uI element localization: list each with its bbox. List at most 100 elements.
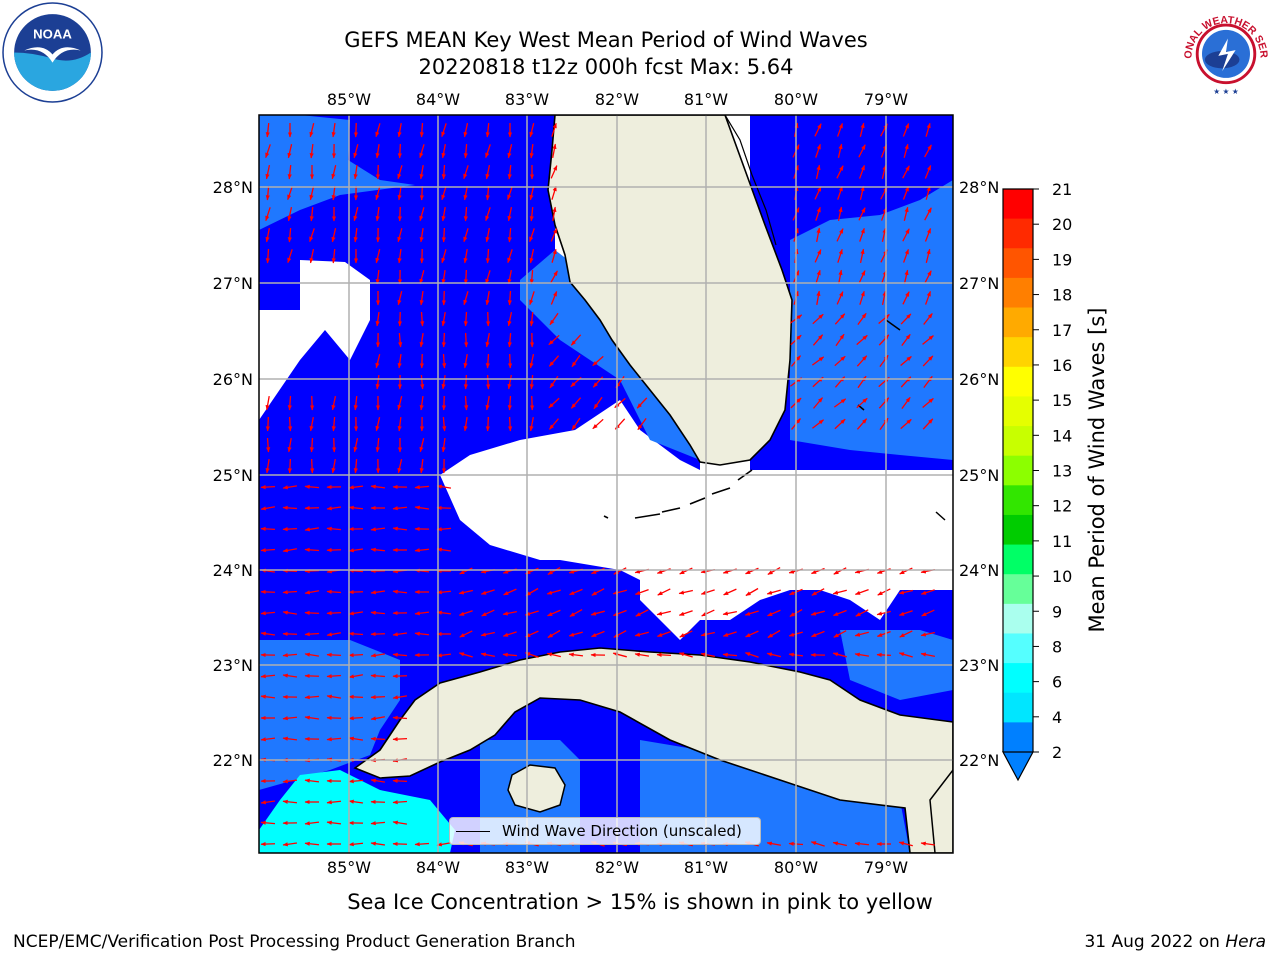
wave-direction-arrow <box>552 143 557 158</box>
wave-direction-arrow <box>552 206 557 222</box>
wave-direction-arrow <box>353 164 358 180</box>
wave-direction-arrow <box>260 674 276 679</box>
wave-direction-arrow <box>326 737 342 742</box>
wave-direction-arrow <box>370 653 386 658</box>
wave-direction-arrow <box>370 673 386 678</box>
wave-direction-arrow <box>529 311 534 327</box>
wave-direction-arrow <box>265 144 271 159</box>
wave-direction-arrow <box>265 122 270 138</box>
wave-direction-arrow <box>832 652 847 658</box>
wave-direction-arrow <box>507 186 513 201</box>
wave-direction-arrow <box>502 631 517 637</box>
colorbar-tick-label: 16 <box>1052 356 1072 375</box>
wave-direction-arrow <box>282 842 298 847</box>
wave-direction-arrow <box>414 548 430 553</box>
wave-direction-arrow <box>881 290 887 305</box>
wave-direction-arrow <box>634 588 649 596</box>
wave-direction-arrow <box>570 397 582 409</box>
wave-direction-arrow <box>854 652 870 657</box>
wave-direction-arrow <box>397 185 402 201</box>
legend-line-sample <box>456 830 490 832</box>
wave-direction-arrow <box>287 437 292 453</box>
florida-keys <box>634 513 661 519</box>
lat-label-right: 25°N <box>959 466 999 485</box>
wave-direction-arrow <box>441 123 447 138</box>
wave-direction-arrow <box>326 652 342 657</box>
wave-direction-arrow <box>679 630 693 638</box>
colorbar-tick-label: 20 <box>1052 215 1072 234</box>
wave-direction-arrow <box>463 374 468 390</box>
wave-direction-arrow <box>260 694 276 699</box>
wave-direction-arrow <box>858 207 866 221</box>
wave-direction-arrow <box>810 841 825 847</box>
wave-direction-arrow <box>571 417 581 431</box>
wave-direction-arrow <box>900 313 912 325</box>
wave-direction-arrow <box>463 291 469 306</box>
lon-label-bottom: 84°W <box>416 858 460 877</box>
wave-direction-arrow <box>837 185 843 200</box>
wave-direction-arrow <box>419 438 425 453</box>
wave-direction-arrow <box>834 355 846 367</box>
wave-direction-arrow <box>375 374 380 390</box>
wave-direction-arrow <box>370 590 386 595</box>
wave-direction-arrow <box>326 820 342 825</box>
colorbar-swatch <box>1003 485 1033 516</box>
wave-direction-arrow <box>441 186 447 201</box>
wave-direction-arrow <box>593 396 603 410</box>
wave-direction-arrow <box>766 841 782 846</box>
no-data-region <box>259 260 370 420</box>
wave-direction-arrow <box>636 397 648 409</box>
wave-direction-arrow <box>397 291 403 306</box>
wave-direction-arrow <box>375 311 380 327</box>
wave-direction-arrow <box>441 332 446 348</box>
wave-direction-arrow <box>326 611 342 616</box>
wave-direction-arrow <box>265 458 270 474</box>
wave-direction-arrow <box>331 185 336 201</box>
wave-direction-arrow <box>441 249 447 264</box>
bahamas-landmass <box>929 768 953 853</box>
wave-direction-arrow <box>419 144 425 159</box>
colorbar-swatch <box>1003 396 1033 427</box>
wave-direction-arrow <box>287 186 293 201</box>
wave-direction-arrow <box>304 590 320 595</box>
wave-direction-arrow <box>507 207 513 222</box>
wave-direction-arrow <box>353 227 358 243</box>
wave-direction-arrow <box>924 207 932 221</box>
chart-title-line1: GEFS MEAN Key West Mean Period of Wind W… <box>344 28 868 52</box>
wave-direction-arrow <box>464 332 469 348</box>
wave-direction-arrow <box>832 841 847 847</box>
wave-direction-arrow <box>859 290 865 305</box>
wave-direction-arrow <box>441 227 446 243</box>
wave-direction-arrow <box>282 548 298 553</box>
wave-direction-arrow <box>832 589 847 595</box>
wave-direction-arrow <box>397 122 402 138</box>
wave-direction-arrow <box>546 589 561 595</box>
wave-direction-arrow <box>392 737 408 742</box>
wave-direction-arrow <box>485 248 490 264</box>
wave-direction-arrow <box>463 165 469 180</box>
wave-direction-arrow <box>485 207 491 222</box>
wave-direction-arrow <box>858 144 866 158</box>
wave-direction-arrow <box>326 674 342 679</box>
chart-title-line2: 20220818 t12z 000h fcst Max: 5.64 <box>418 55 794 79</box>
lat-label-right: 24°N <box>959 561 999 580</box>
wave-direction-arrow <box>485 290 490 306</box>
wave-direction-arrow <box>260 526 276 531</box>
lon-label-bottom: 83°W <box>505 858 549 877</box>
lat-label-right: 28°N <box>959 178 999 197</box>
wave-direction-arrow <box>309 437 314 453</box>
wave-direction-arrow <box>924 165 932 179</box>
wave-direction-arrow <box>881 164 887 179</box>
wave-direction-arrow <box>392 632 408 637</box>
wave-direction-arrow <box>458 610 473 616</box>
wave-direction-arrow <box>485 395 490 411</box>
wave-direction-arrow <box>304 841 320 846</box>
wave-direction-arrow <box>590 610 605 616</box>
colorbar-swatch <box>1003 663 1033 694</box>
wave-direction-arrow <box>856 397 868 409</box>
colorbar-tick-label: 14 <box>1052 426 1072 445</box>
wave-direction-arrow <box>441 269 446 285</box>
wave-direction-arrow <box>485 144 491 159</box>
colorbar-swatch <box>1003 692 1033 723</box>
wave-direction-arrow <box>463 228 469 243</box>
